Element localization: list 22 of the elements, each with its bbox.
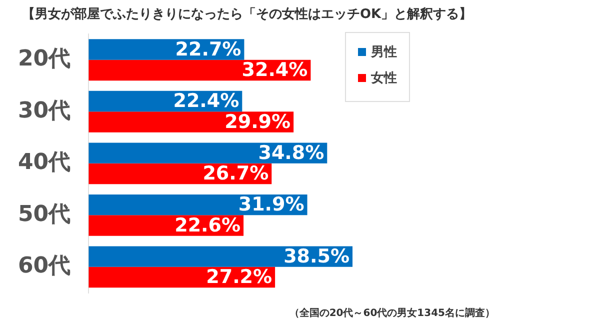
data-label: 22.4% — [173, 90, 240, 112]
y-tick-label: 20代 — [18, 46, 71, 72]
bar — [88, 246, 352, 267]
legend-label: 男性 — [371, 44, 397, 61]
data-label: 22.7% — [175, 38, 242, 60]
bar — [88, 112, 294, 132]
data-label: 31.9% — [238, 194, 304, 216]
data-label: 34.8% — [258, 142, 324, 164]
y-tick-label: 50代 — [18, 202, 71, 227]
data-label: 38.5% — [284, 246, 350, 268]
data-label: 32.4% — [242, 59, 308, 82]
data-label: 29.9% — [224, 110, 291, 133]
data-label: 26.7% — [202, 162, 269, 185]
data-label: 27.2% — [206, 266, 272, 288]
y-tick-label: 60代 — [18, 254, 71, 279]
chart-title: 【男女が部屋でふたりきりになったら「その女性はエッチOK」と解釈する】 — [22, 6, 472, 23]
text: （全国の20代～60代の男女1345名に調査） — [289, 306, 495, 320]
y-tick-label: 30代 — [18, 98, 71, 124]
data-label: 22.6% — [174, 214, 241, 236]
bar — [88, 142, 328, 164]
y-tick-label: 40代 — [18, 150, 71, 176]
legend-label: 女性 — [371, 70, 397, 87]
